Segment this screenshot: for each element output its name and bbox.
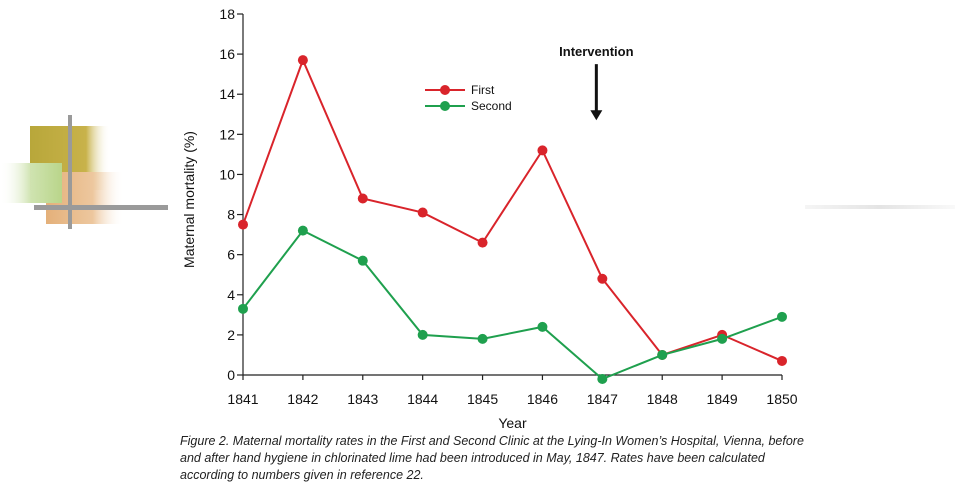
x-tick-label: 1843 bbox=[347, 391, 378, 407]
horizontal-bar bbox=[34, 205, 168, 210]
y-axis-title: Maternal mortality (%) bbox=[181, 131, 197, 268]
y-tick-label: 18 bbox=[219, 6, 235, 22]
series-line-first bbox=[242, 57, 783, 362]
legend-marker-second bbox=[440, 101, 450, 111]
decorative-line bbox=[805, 205, 955, 209]
x-tick-label: 1844 bbox=[407, 391, 438, 407]
x-tick-label: 1845 bbox=[467, 391, 498, 407]
y-tick-label: 10 bbox=[219, 166, 235, 182]
y-tick-label: 4 bbox=[227, 287, 235, 303]
x-tick-label: 1847 bbox=[587, 391, 618, 407]
x-tick-label: 1846 bbox=[527, 391, 558, 407]
data-point-first bbox=[238, 219, 248, 230]
data-point-second bbox=[357, 255, 368, 266]
legend-label-second: Second bbox=[471, 99, 512, 113]
green-square bbox=[0, 163, 62, 203]
data-point-second bbox=[777, 311, 787, 322]
data-point-first bbox=[477, 237, 488, 248]
data-point-first bbox=[777, 355, 787, 366]
data-point-first bbox=[597, 273, 608, 284]
x-tick-label: 1842 bbox=[287, 391, 318, 407]
data-point-first bbox=[537, 145, 548, 156]
y-tick-label: 12 bbox=[219, 126, 235, 142]
data-point-second bbox=[477, 333, 488, 344]
figure-caption: Figure 2. Maternal mortality rates in th… bbox=[180, 434, 804, 482]
data-point-second bbox=[537, 321, 548, 332]
data-point-second bbox=[238, 303, 248, 314]
data-point-first bbox=[417, 207, 428, 218]
intervention-label: Intervention bbox=[559, 44, 633, 59]
data-point-second bbox=[297, 225, 308, 236]
y-tick-label: 6 bbox=[227, 247, 235, 263]
y-tick-label: 8 bbox=[227, 207, 235, 223]
legend-label-first: First bbox=[471, 83, 495, 97]
x-tick-label: 1841 bbox=[227, 391, 258, 407]
y-tick-label: 2 bbox=[227, 327, 235, 343]
data-point-second bbox=[717, 333, 728, 344]
y-tick-label: 0 bbox=[227, 367, 235, 383]
data-point-first bbox=[297, 55, 308, 66]
x-tick-label: 1850 bbox=[766, 391, 797, 407]
data-point-second bbox=[597, 374, 608, 385]
y-tick-label: 14 bbox=[219, 86, 235, 102]
data-point-second bbox=[657, 349, 668, 360]
x-axis-title: Year bbox=[498, 415, 527, 430]
x-tick-label: 1849 bbox=[707, 391, 738, 407]
decorative-squares bbox=[0, 115, 168, 229]
mortality-line-chart: 0 2 4 6 8 10 12 14 16 18 1841 1842 1843 1844 1845 1846 1… bbox=[181, 6, 798, 430]
series-line-second bbox=[242, 229, 783, 381]
data-point-first bbox=[357, 193, 368, 204]
data-point-second bbox=[417, 329, 428, 340]
y-tick-label: 16 bbox=[219, 46, 235, 62]
vertical-bar bbox=[68, 115, 72, 229]
x-tick-label: 1848 bbox=[647, 391, 678, 407]
legend-marker-first bbox=[440, 85, 450, 95]
intervention-arrow-head bbox=[590, 110, 603, 121]
